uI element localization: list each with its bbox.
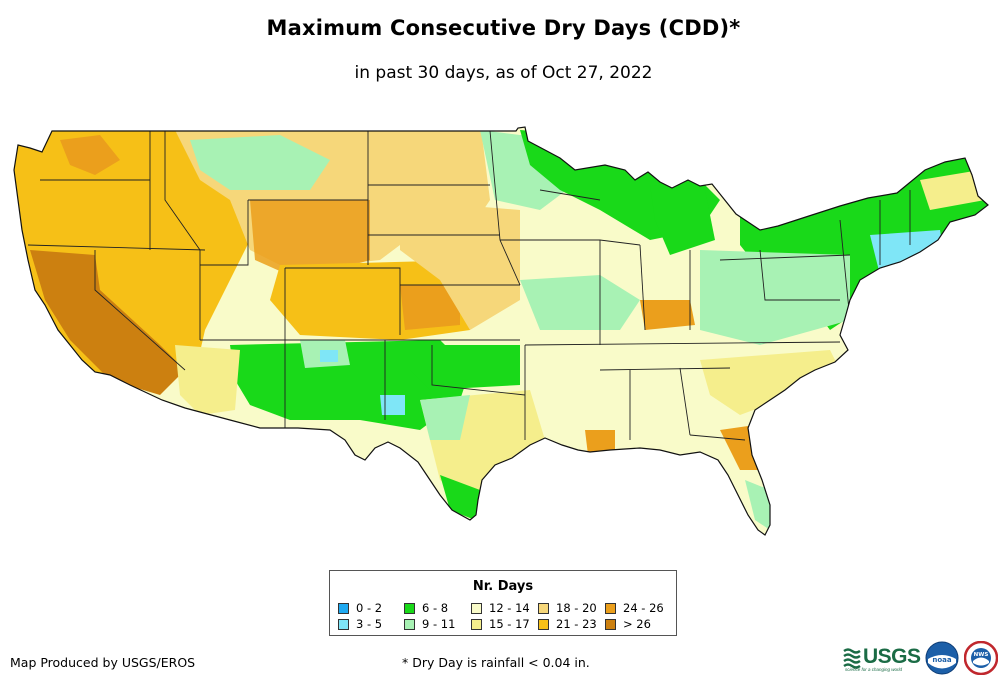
legend-swatch [338,619,349,630]
map-credit: Map Produced by USGS/EROS [10,655,196,670]
legend-item-15-17: 15 - 17 [471,618,530,631]
dry-day-footnote: * Dry Day is rainfall < 0.04 in. [402,655,590,670]
legend-label: 0 - 2 [356,601,383,615]
legend-item-3-5: 3 - 5 [338,618,382,631]
legend-label: 12 - 14 [489,601,530,615]
noaa-logo-icon: noaa [925,641,959,675]
legend-item-12-14: 12 - 14 [471,602,530,615]
legend-label: 21 - 23 [556,617,597,631]
legend-swatch [471,619,482,630]
legend-label: 18 - 20 [556,601,597,615]
usgs-wordmark: USGS [863,645,921,668]
legend-item-0-2: 0 - 2 [338,602,382,615]
legend-swatch [404,603,415,614]
legend-item-6-8: 6 - 8 [404,602,448,615]
legend-swatch [605,603,616,614]
legend-swatch [471,603,482,614]
legend-swatch [605,619,616,630]
legend-label: 6 - 8 [422,601,449,615]
legend-item-9-11: 9 - 11 [404,618,455,631]
legend-item-over-26: > 26 [605,618,651,631]
legend-label: 24 - 26 [623,601,664,615]
usgs-wave-icon [843,648,861,669]
map-title: Maximum Consecutive Dry Days (CDD)* [266,16,741,40]
legend-swatch [338,603,349,614]
usgs-tagline: science for a changing world [845,667,903,672]
svg-text:noaa: noaa [932,656,952,664]
map-subtitle: in past 30 days, as of Oct 27, 2022 [354,63,653,83]
legend-label: 9 - 11 [422,617,456,631]
legend-title: Nr. Days [472,579,534,594]
svg-text:NWS: NWS [974,652,989,658]
legend-item-21-23: 21 - 23 [538,618,597,631]
legend-item-18-20: 18 - 20 [538,602,597,615]
legend-label: > 26 [623,617,651,631]
legend-swatch [538,619,549,630]
usgs-logo: USGS science for a changing world [843,641,921,675]
legend-label: 15 - 17 [489,617,530,631]
legend: Nr. Days 0 - 2 3 - 5 6 - 8 9 - 11 12 - 1… [329,570,677,636]
legend-swatch [404,619,415,630]
us-dry-days-map [13,126,989,536]
legend-swatch [538,603,549,614]
legend-label: 3 - 5 [356,617,383,631]
legend-item-24-26: 24 - 26 [605,602,664,615]
state-boundaries [27,130,911,441]
cdd-color-regions [14,127,988,535]
nws-logo-icon: NWS [964,641,998,675]
